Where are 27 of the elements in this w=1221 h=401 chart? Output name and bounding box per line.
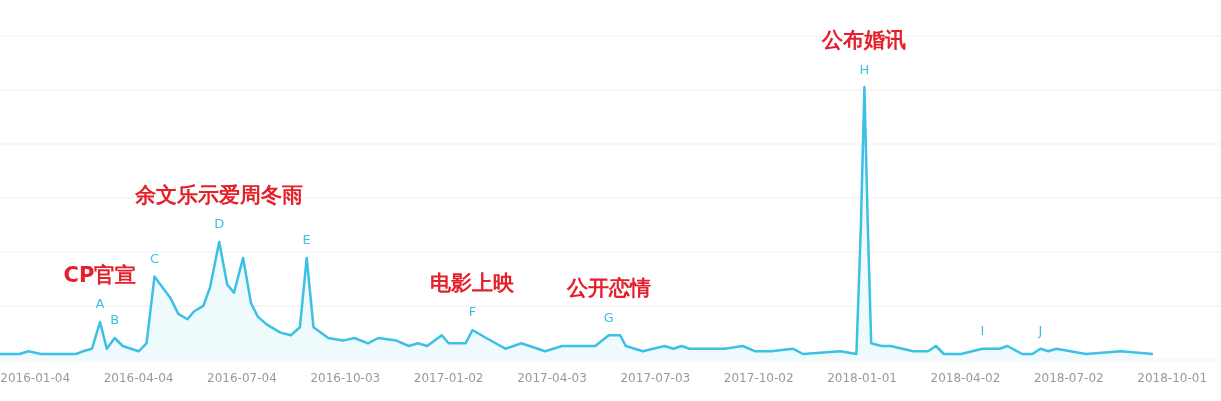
annotation: J [1037, 323, 1043, 339]
x-tick-label: 2018-10-01 [1137, 371, 1208, 385]
x-tick-label: 2017-10-02 [723, 371, 794, 385]
x-tick-label: 2016-07-04 [207, 371, 277, 385]
annotation: 电影上映 [430, 270, 516, 295]
x-tick-label: 2016-10-03 [310, 371, 381, 385]
annotation: H [859, 61, 870, 77]
x-tick-label: 2018-07-02 [1033, 371, 1104, 385]
x-tick-label: 2016-01-04 [0, 371, 71, 385]
annotation: B [110, 312, 120, 328]
annotation: CP官宣 [63, 262, 137, 287]
x-tick-label: 2018-04-02 [930, 371, 1001, 385]
x-tick-label: 2016-04-04 [103, 371, 174, 385]
annotation: F [468, 304, 477, 320]
annotation: 公开恋情 [565, 276, 651, 301]
annotation: 余文乐示爱周冬雨 [134, 182, 304, 207]
annotation: A [95, 296, 105, 312]
annotation: E [302, 232, 311, 248]
x-tick-label: 2017-07-03 [620, 371, 691, 385]
x-tick-label: 2017-01-02 [413, 371, 484, 385]
annotation: G [603, 309, 614, 325]
annotation: C [149, 251, 160, 267]
x-tick-label: 2018-01-01 [827, 371, 897, 385]
annotation: D [214, 216, 225, 232]
annotation: 公布婚讯 [821, 28, 907, 52]
x-tick-label: 2017-04-03 [517, 371, 587, 385]
annotation: I [980, 323, 985, 339]
